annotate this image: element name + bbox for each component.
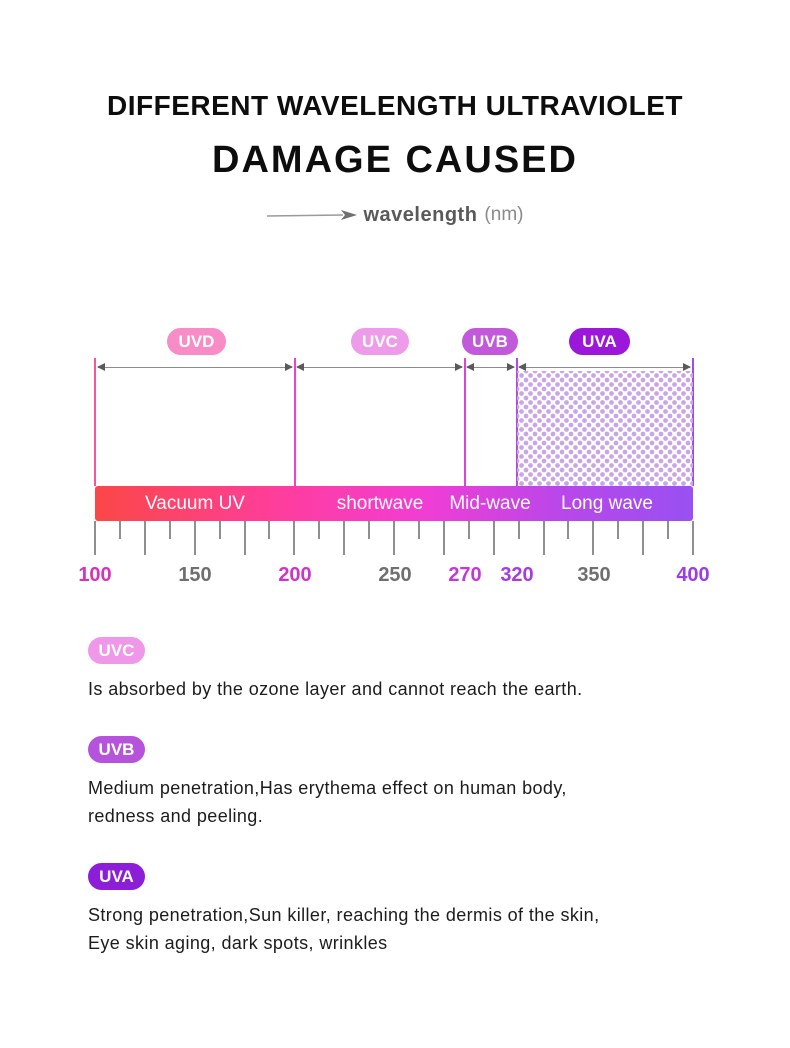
ruler-tick: [517, 521, 520, 539]
ruler-tick: [592, 521, 595, 555]
section-uvc: UVC Is absorbed by the ozone layer and c…: [88, 637, 583, 703]
ruler-tick: [692, 521, 694, 555]
ruler-tick: [143, 521, 146, 555]
boundary-line-100nm: [94, 358, 96, 486]
ruler-tick: [318, 521, 321, 539]
uvc-band-badge: UVC: [351, 328, 409, 355]
uvb-description: Medium penetration,Has erythema effect o…: [88, 774, 567, 830]
uva-badge: UVA: [88, 863, 145, 890]
boundary-line-400nm: [692, 358, 694, 486]
ruler-tick: [168, 521, 171, 539]
ruler-tick: [642, 521, 645, 555]
uvb-description-line2: redness and peeling.: [88, 806, 264, 826]
uva-band-badge: UVA: [569, 328, 630, 355]
tick-label-100: 100: [78, 564, 112, 586]
uvc-description: Is absorbed by the ozone layer and canno…: [88, 675, 583, 703]
ruler-tick: [343, 521, 346, 555]
uvd-range-arrow: [97, 363, 293, 371]
page-title-line1: DIFFERENT WAVELENGTH ULTRAVIOLET: [107, 90, 683, 121]
wavelength-diagram: UVD UVC UVB UVA Vacuum UV shortwave Mid-…: [78, 328, 710, 586]
page-title-line2: DAMAGE CAUSED: [212, 139, 578, 181]
uva-description: Strong penetration,Sun killer, reaching …: [88, 901, 599, 957]
spectrum-bar: [95, 486, 693, 521]
ruler: [94, 521, 694, 561]
tick-label-350: 350: [577, 564, 611, 586]
ruler-tick: [193, 521, 196, 555]
tick-label-150: 150: [178, 564, 212, 586]
wavelength-arrow-icon: [266, 210, 357, 220]
ruler-tick: [542, 521, 545, 555]
tick-label-200: 200: [278, 564, 312, 586]
uva-range-arrow: [518, 363, 691, 371]
ruler-tick: [667, 521, 670, 539]
long-wave-bar-label: Long wave: [561, 493, 653, 514]
shortwave-bar-label: shortwave: [336, 493, 424, 514]
uvd-band-badge: UVD: [167, 328, 226, 355]
uva-dot-pattern: [517, 371, 693, 486]
uvc-description-line1: Is absorbed by the ozone layer and canno…: [88, 679, 583, 699]
axis-caption: wavelength (nm): [0, 201, 790, 229]
section-uva: UVA Strong penetration,Sun killer, reach…: [88, 863, 599, 957]
uvc-badge: UVC: [88, 637, 145, 664]
ruler-tick: [293, 521, 296, 555]
section-uvb: UVB Medium penetration,Has erythema effe…: [88, 736, 567, 830]
uvb-badge: UVB: [88, 736, 145, 763]
ruler-tick: [94, 521, 96, 555]
boundary-line-200nm: [294, 358, 296, 486]
ruler-tick: [118, 521, 121, 539]
uva-description-line1: Strong penetration,Sun killer, reaching …: [88, 905, 600, 925]
axis-caption-word: wavelength: [363, 203, 478, 226]
ruler-tick: [567, 521, 570, 539]
tick-label-320: 320: [500, 564, 534, 586]
uvb-range-arrow: [466, 363, 515, 371]
ruler-tick: [243, 521, 246, 555]
vacuum-uv-bar-label: Vacuum UV: [145, 493, 245, 514]
ruler-tick: [417, 521, 420, 539]
axis-caption-unit: (nm): [484, 204, 524, 225]
boundary-line-270nm: [464, 358, 466, 486]
ruler-tick: [467, 521, 470, 539]
tick-label-400: 400: [676, 564, 710, 586]
uvb-band-badge: UVB: [462, 328, 518, 355]
mid-wave-bar-label: Mid-wave: [449, 493, 531, 514]
ruler-tick: [617, 521, 620, 539]
ruler-tick: [492, 521, 495, 555]
uvc-range-arrow: [296, 363, 463, 371]
ruler-tick: [218, 521, 221, 539]
ruler-tick: [268, 521, 271, 539]
tick-label-250: 250: [378, 564, 412, 586]
ruler-tick: [442, 521, 445, 555]
uvb-description-line1: Medium penetration,Has erythema effect o…: [88, 778, 567, 798]
tick-label-270: 270: [448, 564, 482, 586]
uva-description-line2: Eye skin aging, dark spots, wrinkles: [88, 933, 388, 953]
ruler-tick: [393, 521, 395, 555]
ruler-tick: [368, 521, 371, 539]
